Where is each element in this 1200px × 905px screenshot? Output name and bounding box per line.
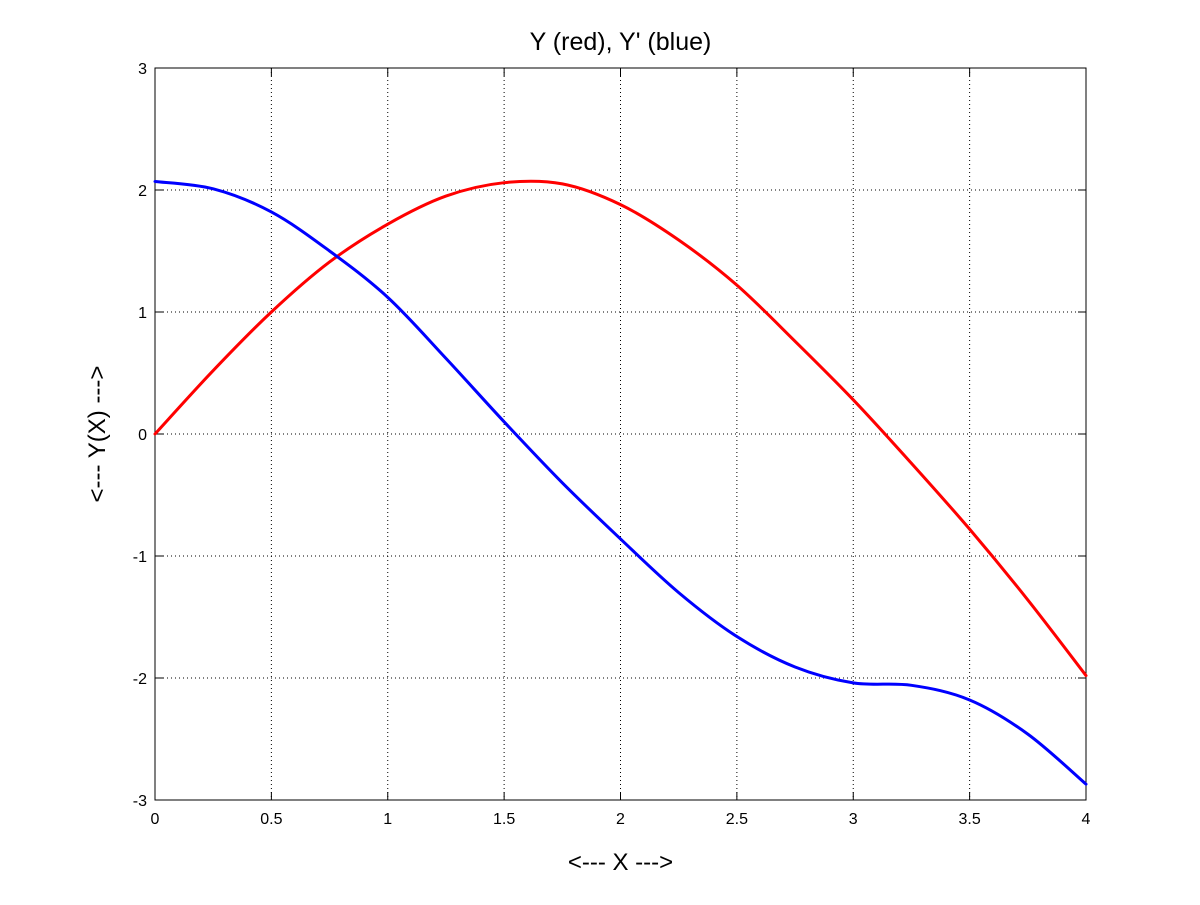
x-tick-label: 2 [616,811,625,828]
x-tick-label: 4 [1082,811,1091,828]
series-lines [153,179,1088,786]
chart-title: Y (red), Y' (blue) [530,28,712,56]
y-tick-label: 3 [138,61,147,78]
x-tick-label: 1 [383,811,392,828]
series-line-y-prime [153,179,1088,786]
y-tick-label: 2 [138,183,147,200]
y-tick-label: -2 [133,671,147,688]
x-tick-label: 2.5 [726,811,748,828]
x-tick-label: 3.5 [959,811,981,828]
x-tick-label: 3 [849,811,858,828]
x-tick-label: 0 [151,811,160,828]
y-tick-label: -1 [133,549,147,566]
series-line-y [153,179,1088,678]
y-tick-label: 0 [138,427,147,444]
y-tick-label: 1 [138,305,147,322]
axis-ticks: 0 0.5 1 1.5 2 2.5 3 3.5 4 -3 -2 -1 0 1 2 3 [133,61,1091,828]
x-tick-label: 0.5 [260,811,282,828]
grid [155,68,1086,800]
x-axis-label: <--- X ---> [568,849,673,876]
x-tick-label: 1.5 [493,811,515,828]
plot-frame [154,67,1087,801]
y-axis-label: <--- Y(X) ---> [84,366,111,503]
y-tick-label: -3 [133,793,147,810]
